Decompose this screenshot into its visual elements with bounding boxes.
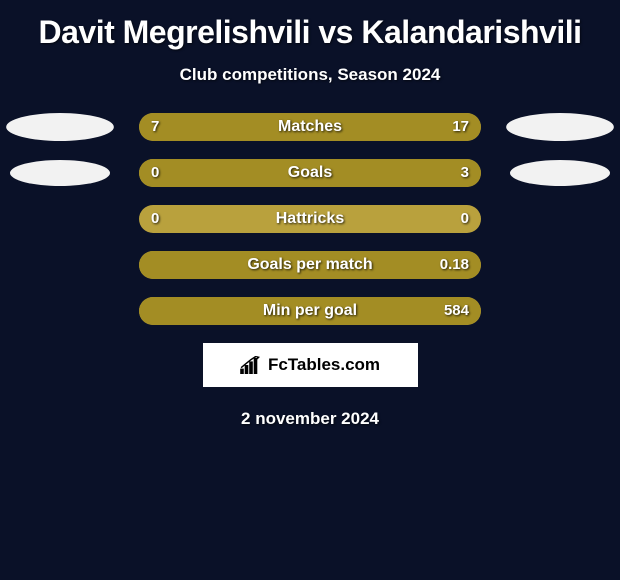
right-ellipses <box>500 113 620 187</box>
ellipse-right-2 <box>510 159 610 187</box>
stat-bars: Matches717Goals03Hattricks00Goals per ma… <box>139 113 481 325</box>
stat-label: Matches <box>139 113 481 141</box>
stat-label: Goals <box>139 159 481 187</box>
stat-label: Min per goal <box>139 297 481 325</box>
stat-row: Matches7 17 <box>139 113 481 141</box>
stat-value-left: 7 <box>151 113 159 141</box>
stat-row: Hattricks0 0 <box>139 205 481 233</box>
logo-badge: FcTables.com <box>203 343 418 387</box>
stat-row: Goals per match0.18 <box>139 251 481 279</box>
ellipse-left-2 <box>10 159 110 187</box>
stat-value-right: 584 <box>444 297 469 325</box>
ellipse-right-1 <box>506 113 614 141</box>
stat-label: Hattricks <box>139 205 481 233</box>
stat-value-right: 17 <box>452 113 469 141</box>
player2-name: Kalandarishvili <box>361 14 581 50</box>
comparison-title: Davit Megrelishvili vs Kalandarishvili <box>0 0 620 51</box>
stat-label: Goals per match <box>139 251 481 279</box>
player1-name: Davit Megrelishvili <box>39 14 310 50</box>
stat-row: Min per goal584 <box>139 297 481 325</box>
subtitle: Club competitions, Season 2024 <box>0 65 620 85</box>
stat-value-right: 0.18 <box>440 251 469 279</box>
ellipse-left-1 <box>6 113 114 141</box>
stat-value-left: 0 <box>151 159 159 187</box>
stats-chart: Matches717Goals03Hattricks00Goals per ma… <box>0 113 620 325</box>
date-stamp: 2 november 2024 <box>0 409 620 429</box>
stat-row: Goals0 3 <box>139 159 481 187</box>
left-ellipses <box>0 113 120 187</box>
stat-value-left: 0 <box>151 205 159 233</box>
stat-value-right: 3 <box>461 159 469 187</box>
fctables-icon <box>240 356 262 374</box>
logo-text: FcTables.com <box>268 355 380 375</box>
vs-separator: vs <box>318 14 353 50</box>
stat-value-right: 0 <box>461 205 469 233</box>
